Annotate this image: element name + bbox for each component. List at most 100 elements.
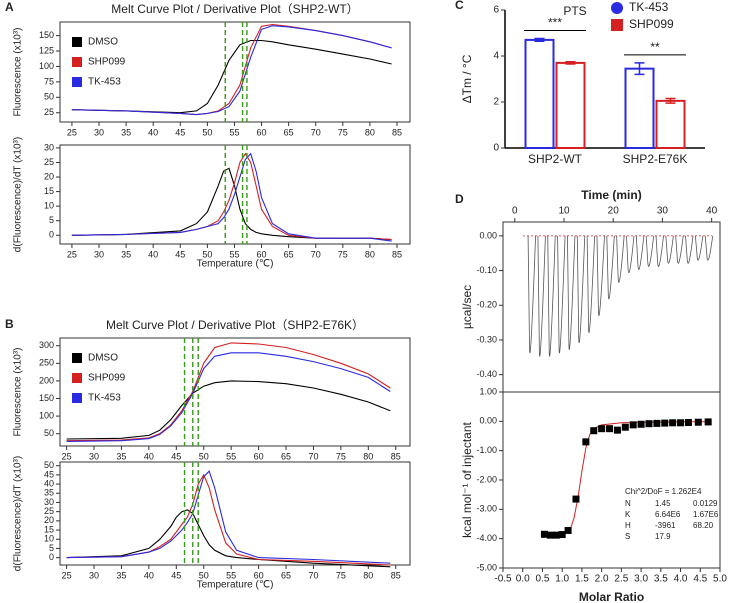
y-tick-label: 125 <box>39 45 54 55</box>
y-tick-label: 35 <box>44 488 54 498</box>
legend-label: DMSO <box>88 37 118 48</box>
data-point <box>621 423 629 431</box>
fit-parameter: H <box>625 521 631 530</box>
legend-swatch <box>72 37 82 47</box>
x-tick-label: 45 <box>171 451 181 461</box>
y-tick-label: 0.00 <box>479 230 497 240</box>
y-tick-label: 20 <box>44 515 54 525</box>
data-point <box>661 419 669 427</box>
x-tick-label: 85 <box>392 249 402 259</box>
x-tick-label: 10 <box>558 206 570 217</box>
x-tick-label: 30 <box>89 451 99 461</box>
data-line <box>66 509 391 568</box>
fit-parameter: K <box>625 510 631 519</box>
data-point <box>704 418 712 426</box>
y-axis-label: d(Fluorescence)/dT (x10³) <box>13 456 24 571</box>
y-tick-label: 20 <box>44 171 54 181</box>
y-tick-label: 30 <box>44 142 54 152</box>
x-tick-label: 70 <box>308 570 318 580</box>
x-tick-label: 75 <box>336 570 346 580</box>
legend-label: TK-453 <box>88 393 121 404</box>
fit-parameter: N <box>625 499 631 508</box>
bar <box>555 61 586 149</box>
y-tick-label: 6 <box>493 5 499 16</box>
fit-parameter: 68.20 <box>693 521 714 530</box>
x-tick-label: 70 <box>311 127 321 137</box>
data-point <box>582 438 590 446</box>
x-tick-label: 35 <box>116 451 126 461</box>
x-tick-label: 55 <box>226 451 236 461</box>
injection-peak <box>567 235 576 350</box>
x-tick-label: 65 <box>284 127 294 137</box>
y-tick-label: 250 <box>39 358 54 368</box>
y-tick-label: -5.00 <box>476 562 497 572</box>
x-tick-label: 30 <box>89 570 99 580</box>
y-axis-label: µcal/sec <box>460 285 474 329</box>
y-tick-label: -1.00 <box>476 445 497 455</box>
legend-marker <box>611 2 623 14</box>
x-tick-label: 1.0 <box>555 574 569 585</box>
panel-label: B <box>5 317 14 331</box>
data-line <box>71 23 392 116</box>
x-tick-label: 50 <box>199 451 209 461</box>
data-point <box>613 426 621 434</box>
x-tick-label: SHP2-E76K <box>623 152 688 166</box>
x-tick-label: 2.0 <box>595 574 609 585</box>
plot-frame <box>59 337 411 447</box>
data-line <box>71 25 392 116</box>
x-tick-label: 40 <box>144 570 154 580</box>
plot-frame <box>502 221 721 393</box>
x-tick-label: 65 <box>281 451 291 461</box>
legend-label: TK-453 <box>88 77 121 88</box>
data-point <box>645 420 653 428</box>
x-tick-label: 45 <box>171 570 181 580</box>
y-tick-label: 4 <box>493 51 499 62</box>
y-tick-label: 50 <box>44 460 54 470</box>
x-tick-label: 45 <box>175 249 185 259</box>
y-tick-label: 100 <box>39 61 54 71</box>
y-tick-label: 2 <box>493 97 499 108</box>
y-tick-label: 15 <box>44 524 54 534</box>
legend-label: SHP099 <box>88 373 126 384</box>
fit-parameter: S <box>625 532 630 541</box>
x-tick-label: 25 <box>62 451 72 461</box>
injection-peak <box>557 235 566 354</box>
y-tick-label: 10 <box>44 201 54 211</box>
y-axis-label: d(Fluorescence)/dT (x10³) <box>13 137 24 252</box>
y-tick-label: 50 <box>44 92 54 102</box>
y-tick-label: -0.40 <box>476 369 497 379</box>
x-tick-label: 3.5 <box>654 574 668 585</box>
bar <box>524 38 555 149</box>
fit-parameter: 6.64E6 <box>655 510 681 519</box>
legend-swatch <box>72 57 82 67</box>
injection-peak <box>635 235 645 270</box>
injection-peak <box>626 235 635 274</box>
x-tick-label: 85 <box>392 127 402 137</box>
x-tick-label: 50 <box>202 249 212 259</box>
fit-parameter: 1.45 <box>655 499 671 508</box>
data-point <box>637 420 645 428</box>
data-point <box>552 531 560 539</box>
data-point <box>694 418 702 426</box>
data-point <box>564 526 572 534</box>
x-tick-label: 0.0 <box>516 574 530 585</box>
x-tick-label: 25 <box>67 249 77 259</box>
data-line <box>71 152 392 242</box>
x-tick-label: 75 <box>338 249 348 259</box>
legend-label: SHP099 <box>88 57 126 68</box>
x-tick-label: 65 <box>284 249 294 259</box>
x-tick-label: 20 <box>608 206 620 217</box>
injection-peak <box>616 235 625 283</box>
chart-title: Melt Curve Plot / Derivative Plot（SHP2-W… <box>111 2 358 16</box>
bar <box>655 99 686 149</box>
y-tick-label: 75 <box>44 76 54 86</box>
y-tick-label: 300 <box>39 340 54 350</box>
y-tick-label: 10 <box>44 534 54 544</box>
x-tick-label: 45 <box>175 127 185 137</box>
x-tick-label: 70 <box>311 249 321 259</box>
data-point <box>684 419 692 427</box>
legend-label: DMSO <box>88 353 118 364</box>
fit-title: Chi^2/DoF = 1.262E4 <box>625 487 702 496</box>
x-tick-label: 4.5 <box>693 574 707 585</box>
x-tick-label: 80 <box>365 249 375 259</box>
